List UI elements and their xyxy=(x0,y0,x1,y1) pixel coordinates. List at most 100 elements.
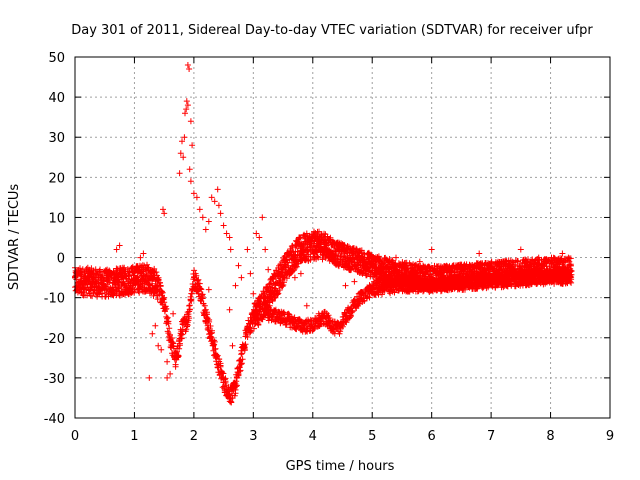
data-point xyxy=(209,327,215,334)
x-tick-label: 8 xyxy=(546,429,554,444)
outlier-point xyxy=(186,166,193,173)
data-point xyxy=(183,326,190,333)
outlier-point xyxy=(250,290,257,297)
outlier-point xyxy=(226,234,233,241)
data-point xyxy=(241,344,248,351)
data-point xyxy=(274,291,281,298)
outlier-point xyxy=(220,222,227,229)
outlier-point xyxy=(256,234,263,241)
outlier-point xyxy=(223,230,230,237)
y-tick-label: 40 xyxy=(48,91,65,106)
data-point xyxy=(208,330,215,337)
data-point xyxy=(295,260,302,267)
data-point xyxy=(175,352,182,359)
data-point xyxy=(195,276,202,283)
plot-frame xyxy=(74,56,611,419)
outlier-point xyxy=(265,266,272,273)
data-point xyxy=(195,290,202,297)
outlier-point xyxy=(476,250,483,257)
y-tick-label: -40 xyxy=(44,412,65,427)
data-point xyxy=(172,361,179,368)
data-point xyxy=(97,266,103,273)
y-tick-label: 10 xyxy=(48,211,65,226)
outlier-point xyxy=(155,342,162,349)
data-point xyxy=(176,342,183,349)
data-point xyxy=(193,272,200,279)
x-tick-label: 5 xyxy=(368,429,376,444)
data-point xyxy=(348,266,355,273)
data-point xyxy=(292,264,299,271)
outlier-point xyxy=(235,262,242,269)
data-point xyxy=(164,314,171,321)
y-tick-label: 50 xyxy=(48,51,65,66)
outlier-point xyxy=(199,214,206,221)
data-point xyxy=(184,323,190,330)
data-point xyxy=(291,253,298,260)
data-point xyxy=(228,399,235,405)
outlier-point xyxy=(161,210,168,217)
data-point xyxy=(232,390,239,397)
data-point xyxy=(211,338,218,345)
data-point xyxy=(272,294,279,301)
data-point xyxy=(289,268,296,275)
data-point xyxy=(179,335,185,342)
data-point xyxy=(279,283,286,290)
outlier-point xyxy=(214,186,221,193)
outlier-point xyxy=(428,246,435,253)
data-point xyxy=(261,290,267,297)
data-point xyxy=(198,286,205,293)
y-tick-label: -30 xyxy=(44,372,65,387)
data-point xyxy=(196,280,203,287)
data-point xyxy=(150,268,157,275)
data-point xyxy=(210,342,217,349)
data-point xyxy=(314,253,321,260)
outlier-point xyxy=(205,286,212,293)
data-point xyxy=(332,252,339,259)
outlier-point xyxy=(229,342,236,349)
outlier-point xyxy=(342,282,349,289)
outlier-point xyxy=(149,330,156,337)
data-point xyxy=(281,279,287,286)
data-point xyxy=(233,383,240,390)
grid-lines xyxy=(75,57,610,418)
x-tick-label: 1 xyxy=(130,429,138,444)
outlier-point xyxy=(205,218,212,225)
data-point xyxy=(178,330,185,337)
outlier-point xyxy=(137,254,144,261)
data-point xyxy=(212,345,219,352)
data-point xyxy=(238,361,245,368)
data-point xyxy=(161,294,168,301)
data-point xyxy=(222,375,229,382)
data-point xyxy=(126,273,133,280)
outlier-point xyxy=(170,310,177,317)
y-tick-label: 20 xyxy=(48,171,65,186)
data-point xyxy=(159,289,166,296)
data-point xyxy=(163,305,170,312)
outlier-point xyxy=(208,194,215,201)
outlier-point xyxy=(196,206,203,213)
data-point xyxy=(165,320,172,327)
y-tick-label: -10 xyxy=(44,292,65,307)
outlier-point xyxy=(190,190,197,197)
outlier-point xyxy=(164,374,171,381)
data-point xyxy=(206,316,213,323)
data-point xyxy=(194,277,201,284)
data-point xyxy=(315,254,322,261)
data-point xyxy=(307,253,314,260)
data-point xyxy=(99,290,106,297)
outlier-point xyxy=(247,270,254,277)
y-axis-label: SDTVAR / TECUs xyxy=(7,184,22,291)
outlier-point xyxy=(187,118,194,125)
x-tick-label: 3 xyxy=(249,429,257,444)
data-point xyxy=(235,371,242,378)
data-point xyxy=(184,322,191,329)
outlier-point xyxy=(244,246,251,253)
data-point xyxy=(353,245,360,252)
outlier-point xyxy=(160,206,166,213)
outlier-point xyxy=(193,194,200,201)
data-point xyxy=(251,325,257,332)
outlier-point xyxy=(232,282,239,289)
data-point xyxy=(283,275,290,282)
